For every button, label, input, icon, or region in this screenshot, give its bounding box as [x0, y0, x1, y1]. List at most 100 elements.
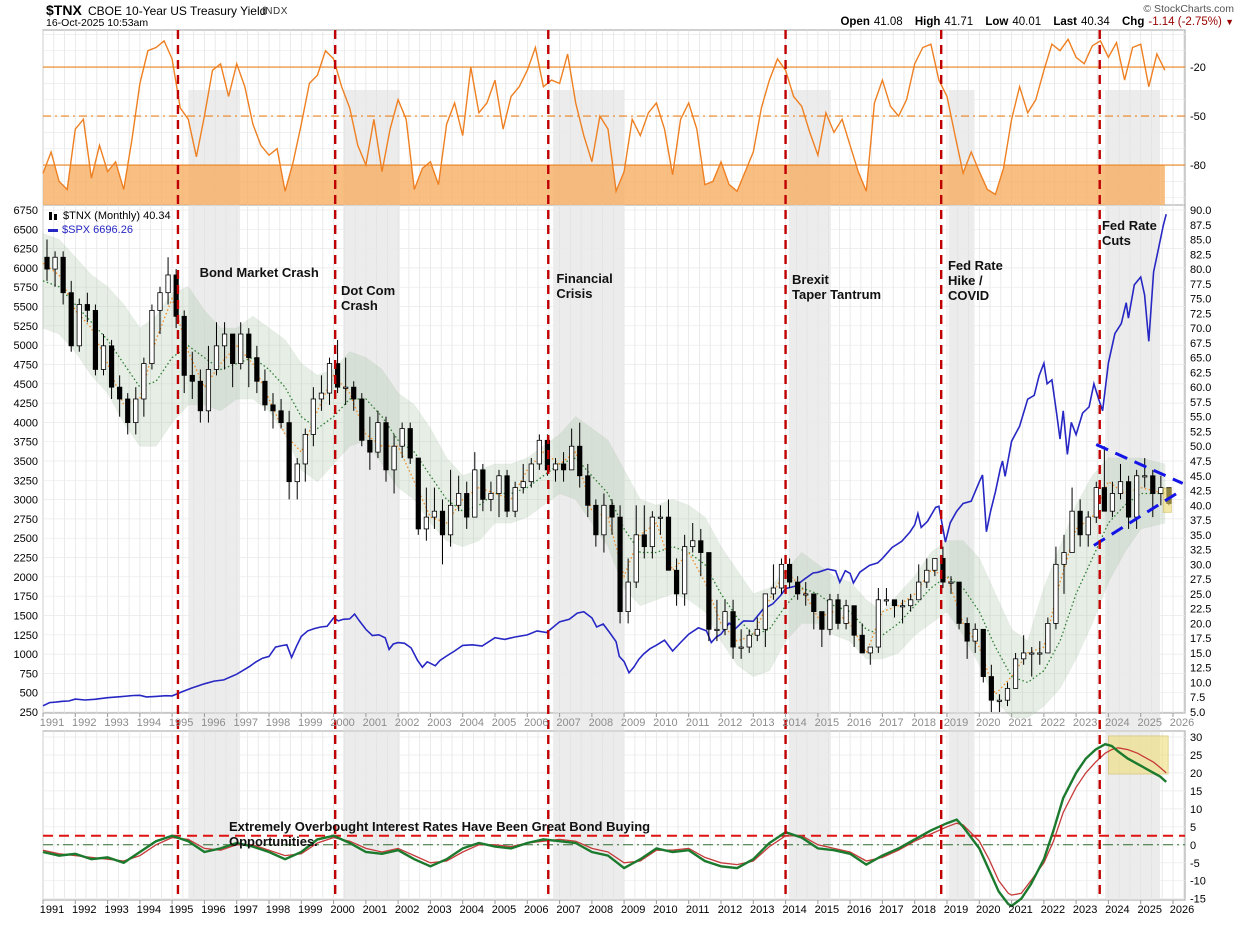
year-label-mid: 2005: [492, 717, 516, 729]
year-label: 2015: [815, 904, 839, 916]
axis-label: -50: [1190, 111, 1206, 123]
high-label: High: [914, 16, 941, 28]
axis-label: 15: [1190, 786, 1202, 798]
year-label-mid: 1998: [266, 717, 290, 729]
axis-label: 85.0: [1190, 235, 1211, 247]
year-label: 2022: [1041, 904, 1065, 916]
chart-datetime: 16-Oct-2025 10:53am: [46, 17, 149, 29]
axis-label: 2250: [14, 553, 38, 565]
year-label: 2009: [621, 904, 645, 916]
axis-label: 3500: [14, 456, 38, 468]
year-label: 2016: [847, 904, 871, 916]
axis-label: -5: [1190, 858, 1200, 870]
axis-label: 87.5: [1190, 220, 1211, 232]
axis-label: 10.0: [1190, 677, 1211, 689]
year-label-mid: 2011: [686, 717, 710, 729]
year-label-mid: 2012: [718, 717, 742, 729]
axis-label: 42.5: [1190, 486, 1211, 498]
axis-label: 5.0: [1190, 707, 1205, 719]
axis-label: 12.5: [1190, 663, 1211, 675]
axis-label: -15: [1190, 894, 1206, 906]
year-label-mid: 1994: [137, 717, 161, 729]
year-label-mid: 2022: [1041, 717, 1065, 729]
year-label: 1993: [104, 904, 128, 916]
chg-down-arrow-icon: ▼: [1225, 17, 1234, 27]
year-label-mid: 2002: [395, 717, 419, 729]
chg-value: -1.14 (-2.75%): [1148, 16, 1222, 28]
year-label: 2024: [1105, 904, 1129, 916]
axis-label: 50.0: [1190, 441, 1211, 453]
chart-annotation: Financial Crisis: [556, 271, 612, 301]
axis-label: 5: [1190, 822, 1196, 834]
year-label-mid: 2026: [1170, 717, 1194, 729]
year-label: 2005: [492, 904, 516, 916]
axis-label: 90.0: [1190, 205, 1211, 217]
year-label-mid: 2003: [427, 717, 451, 729]
axis-label: 0: [1190, 840, 1196, 852]
momentum-green-line: [42, 742, 1167, 908]
recession-band: [553, 205, 625, 900]
highlight-box-momentum: [1107, 735, 1169, 775]
tnx-candles: [44, 239, 1172, 712]
spx-line-icon: [48, 228, 58, 232]
year-label: 2007: [556, 904, 580, 916]
axis-label: 250: [20, 707, 38, 719]
year-label-mid: 2021: [1008, 717, 1032, 729]
year-label: 2003: [427, 904, 451, 916]
axis-label: 15.0: [1190, 648, 1211, 660]
year-label-mid: 2001: [363, 717, 387, 729]
quote-bar: Open 41.08 High 41.71 Low 40.01 Last 40.34 C…: [831, 16, 1234, 28]
bollinger-band: [42, 233, 1166, 719]
axis-label: 500: [20, 688, 38, 700]
year-label: 1998: [266, 904, 290, 916]
copyright: © StockCharts.com: [1143, 3, 1234, 15]
chart-annotation: Fed Rate Hike / COVID: [948, 258, 1003, 303]
axis-label: 6500: [14, 224, 38, 236]
year-label: 2025: [1137, 904, 1161, 916]
year-label: 2018: [911, 904, 935, 916]
year-label: 1995: [169, 904, 193, 916]
axis-label: 62.5: [1190, 367, 1211, 379]
axis-label: 40.0: [1190, 500, 1211, 512]
candlestick-icon: [48, 211, 59, 221]
wpr-oversold-fill: [43, 165, 1165, 205]
triangle-upper-line: [1095, 443, 1184, 485]
axis-label: 5250: [14, 321, 38, 333]
year-label: 1994: [137, 904, 161, 916]
axis-label: 30.0: [1190, 559, 1211, 571]
year-label: 2023: [1073, 904, 1097, 916]
axis-label: 72.5: [1190, 308, 1211, 320]
year-label: 2014: [782, 904, 806, 916]
last-value: 40.34: [1081, 16, 1110, 28]
year-label-mid: 2016: [847, 717, 871, 729]
year-label-mid: 1996: [201, 717, 225, 729]
triangle-lower-line: [1093, 490, 1181, 547]
year-label-mid: 2025: [1137, 717, 1161, 729]
axis-label: 6000: [14, 263, 38, 275]
year-label: 2011: [686, 904, 710, 916]
axis-label: 1000: [14, 649, 38, 661]
axis-label: 37.5: [1190, 515, 1211, 527]
momentum-red-line: [42, 747, 1167, 896]
year-label: 2017: [879, 904, 903, 916]
year-label-mid: 2019: [944, 717, 968, 729]
year-label-mid: 2013: [750, 717, 774, 729]
axis-label: 1750: [14, 591, 38, 603]
axis-label: 4000: [14, 417, 38, 429]
year-label: 2021: [1008, 904, 1032, 916]
low-label: Low: [985, 16, 1009, 28]
axis-label: 45.0: [1190, 471, 1211, 483]
year-label: 1991: [40, 904, 64, 916]
axis-label: 4250: [14, 398, 38, 410]
axis-label: 3750: [14, 437, 38, 449]
ma-slow-dotted: [42, 280, 1165, 684]
axis-label: 6250: [14, 244, 38, 256]
axis-label: 6750: [14, 205, 38, 217]
recession-band: [788, 205, 831, 900]
year-label: 1996: [201, 904, 225, 916]
axis-label: 75.0: [1190, 294, 1211, 306]
recession-band: [188, 205, 240, 900]
year-label-mid: 1993: [104, 717, 128, 729]
